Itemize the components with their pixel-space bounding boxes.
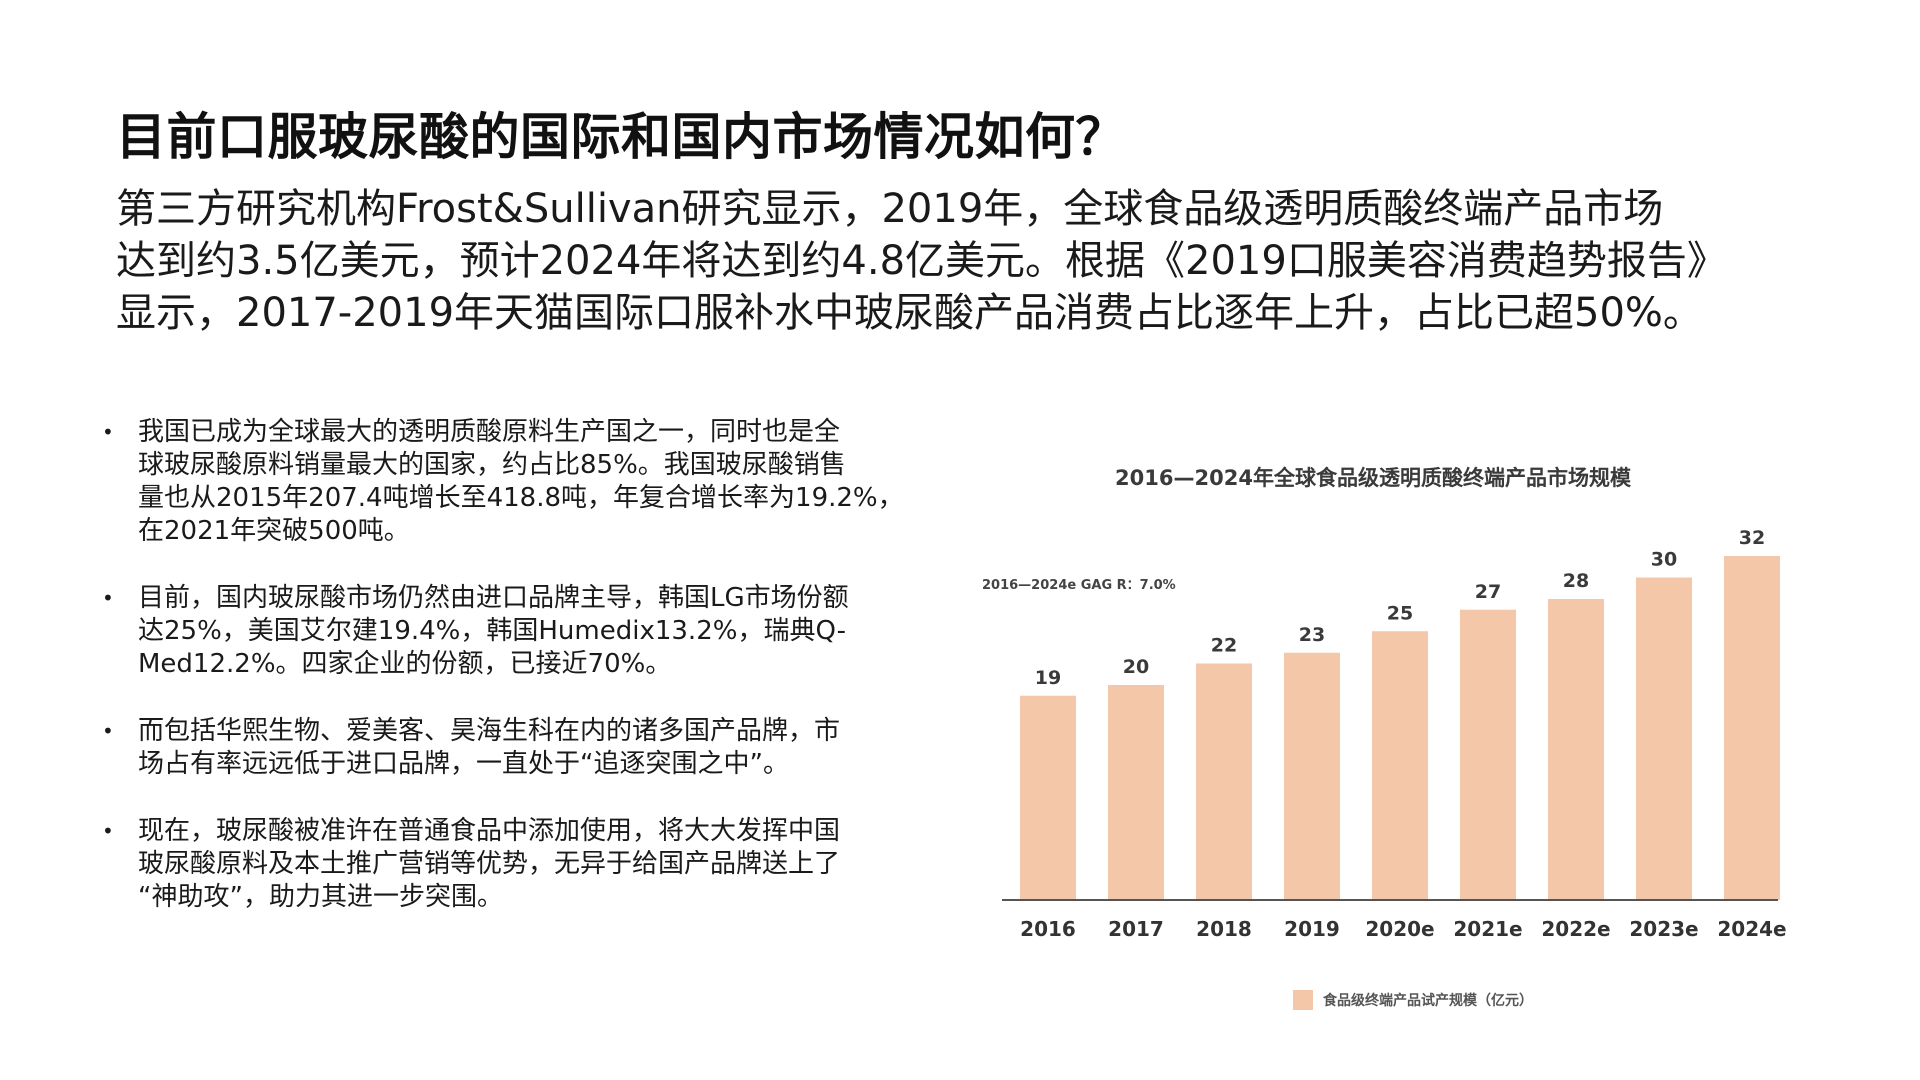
bullet-line: 达25%，美国艾尔建19.4%，韩国Humedix13.2%，瑞典Q- bbox=[138, 616, 847, 646]
bar-2022e bbox=[1548, 599, 1604, 900]
bullet-line: 我国已成为全球最大的透明质酸原料生产国之一，同时也是全 bbox=[138, 417, 841, 447]
bullet-dot-icon: • bbox=[102, 819, 114, 843]
bullet-line: 在2021年突破500吨。 bbox=[138, 516, 410, 546]
bullet-line: 场占有率远远低于进口品牌，一直处于“追逐突围之中”。 bbox=[138, 749, 789, 779]
bullet-line: 量也从2015年207.4吨增长至418.8吨，年复合增长率为19.2%， bbox=[138, 483, 904, 513]
page-title: 目前口服玻尿酸的国际和国内市场情况如何？ bbox=[116, 108, 1126, 166]
bar-value-label: 19 bbox=[1035, 667, 1061, 689]
x-tick-label: 2024e bbox=[1717, 917, 1786, 941]
bar-value-label: 22 bbox=[1211, 635, 1237, 657]
x-tick-label: 2016 bbox=[1020, 917, 1076, 941]
bar-2018 bbox=[1196, 663, 1252, 900]
x-tick-label: 2017 bbox=[1108, 917, 1164, 941]
x-tick-label: 2019 bbox=[1284, 917, 1340, 941]
legend-label: 食品级终端产品试产规模（亿元） bbox=[1323, 993, 1533, 1009]
bar-value-label: 30 bbox=[1651, 549, 1677, 571]
chart-title: 2016—2024年全球食品级透明质酸终端产品市场规模 bbox=[1115, 466, 1631, 490]
bullet-dot-icon: • bbox=[102, 586, 114, 610]
legend-swatch bbox=[1293, 990, 1313, 1010]
bar-2023e bbox=[1636, 577, 1692, 900]
bullet-line: “神助攻”，助力其进一步突围。 bbox=[138, 882, 503, 912]
bullet-line: 球玻尿酸原料销量最大的国家，约占比85%。我国玻尿酸销售 bbox=[138, 450, 846, 480]
bar-value-label: 25 bbox=[1387, 602, 1413, 624]
bar-2020e bbox=[1372, 631, 1428, 900]
bar-2019 bbox=[1284, 652, 1340, 900]
bar-chart-svg: 19 2016 20 2017 22 2018 23 2019 25 2020e 27 2021e 28… bbox=[1002, 527, 1787, 941]
bullet-item: • 现在，玻尿酸被准许在普通食品中添加使用，将大大发挥中国 玻尿酸原料及本土推广… bbox=[96, 815, 966, 914]
bullet-dot-icon: • bbox=[102, 420, 114, 444]
bar-2017 bbox=[1108, 685, 1164, 900]
bar-value-label: 32 bbox=[1739, 527, 1765, 549]
bullet-line: 玻尿酸原料及本土推广营销等优势，无异于给国产品牌送上了 bbox=[138, 849, 841, 879]
bar-2024e bbox=[1724, 556, 1780, 900]
bullet-item: • 而包括华熙生物、爱美客、昊海生科在内的诸多国产品牌，市 场占有率远远低于进口… bbox=[96, 715, 966, 781]
intro-line: 达到约3.5亿美元，预计2024年将达到约4.8亿美元。根据《2019口服美容消… bbox=[116, 238, 1727, 284]
intro-line: 第三方研究机构Frost&Sullivan研究显示，2019年，全球食品级透明质… bbox=[116, 186, 1664, 232]
bullet-line: 目前，国内玻尿酸市场仍然由进口品牌主导，韩国LG市场份额 bbox=[138, 583, 849, 613]
x-tick-label: 2022e bbox=[1541, 917, 1610, 941]
bar-value-label: 28 bbox=[1563, 570, 1589, 592]
x-tick-label: 2021e bbox=[1453, 917, 1522, 941]
bullet-dot-icon: • bbox=[102, 719, 114, 743]
bar-value-label: 23 bbox=[1299, 624, 1325, 646]
bullet-list: • 我国已成为全球最大的透明质酸原料生产国之一，同时也是全 球玻尿酸原料销量最大… bbox=[96, 416, 966, 948]
bullet-line: 而包括华熙生物、爱美客、昊海生科在内的诸多国产品牌，市 bbox=[138, 716, 841, 746]
x-tick-label: 2018 bbox=[1196, 917, 1252, 941]
bar-2021e bbox=[1460, 609, 1516, 900]
bar-value-label: 27 bbox=[1475, 581, 1501, 603]
cagr-annotation: 2016—2024e GAG R：7.0% bbox=[982, 578, 1176, 593]
x-tick-label: 2020e bbox=[1365, 917, 1434, 941]
bullet-item: • 我国已成为全球最大的透明质酸原料生产国之一，同时也是全 球玻尿酸原料销量最大… bbox=[96, 416, 966, 548]
bar-value-label: 20 bbox=[1123, 656, 1149, 678]
bar-2016 bbox=[1020, 695, 1076, 900]
bullet-item: • 目前，国内玻尿酸市场仍然由进口品牌主导，韩国LG市场份额 达25%，美国艾尔… bbox=[96, 582, 966, 681]
market-size-chart: 2016—2024年全球食品级透明质酸终端产品市场规模 2016—2024e G… bbox=[958, 412, 1788, 1040]
intro-paragraph: 第三方研究机构Frost&Sullivan研究显示，2019年，全球食品级透明质… bbox=[116, 183, 1846, 339]
bullet-line: Med12.2%。四家企业的份额，已接近70%。 bbox=[138, 649, 672, 679]
chart-legend: 食品级终端产品试产规模（亿元） bbox=[1293, 990, 1533, 1010]
bullet-line: 现在，玻尿酸被准许在普通食品中添加使用，将大大发挥中国 bbox=[138, 816, 841, 846]
intro-line: 显示，2017-2019年天猫国际口服补水中玻尿酸产品消费占比逐年上升，占比已超… bbox=[116, 290, 1703, 336]
x-tick-label: 2023e bbox=[1629, 917, 1698, 941]
